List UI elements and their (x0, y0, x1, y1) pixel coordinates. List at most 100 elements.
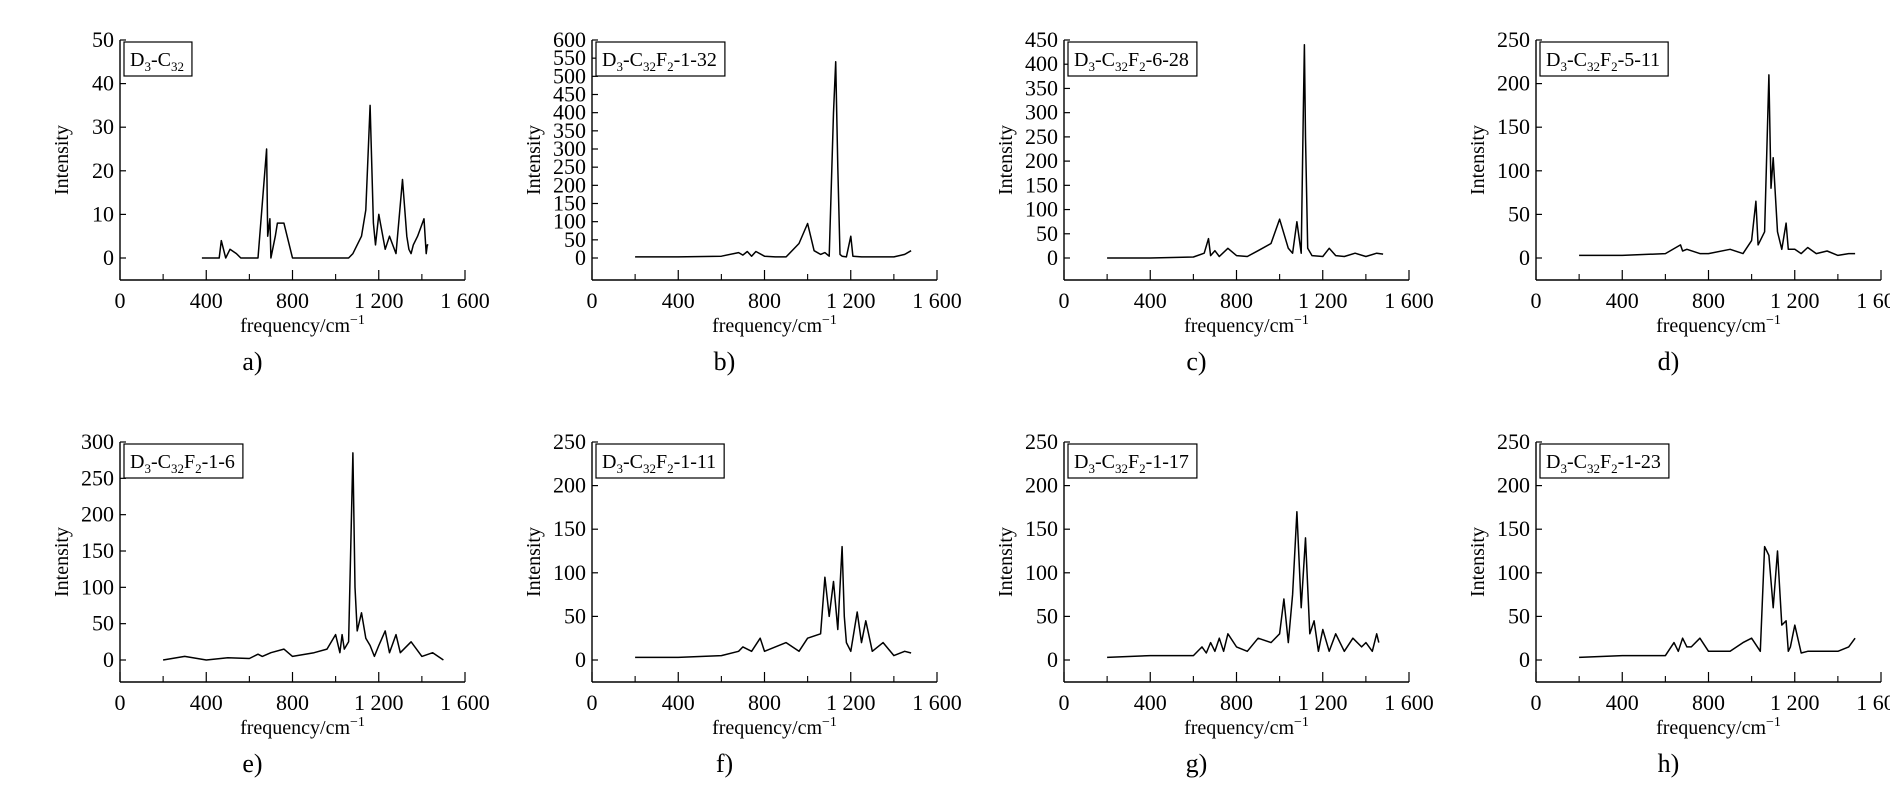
y-tick-label: 150 (553, 191, 586, 216)
spectrum-line (1107, 44, 1384, 259)
legend-part: -1-6 (202, 451, 235, 473)
legend-label: D3-C32 (130, 49, 184, 74)
legend-part: 2 (1611, 59, 1618, 74)
legend-part: 2 (1139, 461, 1146, 476)
x-axis-title-sup: −1 (350, 313, 365, 328)
legend-part: 3 (1560, 461, 1567, 476)
y-tick-label: 350 (1025, 75, 1058, 100)
y-axis-title: Intensity (51, 125, 73, 195)
legend-box (595, 41, 726, 77)
y-tick-label: 100 (1497, 158, 1530, 183)
x-tick-label: 1 200 (826, 690, 876, 715)
panel-caption: d) (1658, 347, 1680, 376)
x-axis-title-sup: −1 (1294, 715, 1309, 730)
legend-part: D (602, 451, 616, 473)
spectrum-line (1107, 511, 1380, 659)
chart-panel-c: 0 50 100 150 200 250 300 350 400 450 0 400 800 1 200 1… (944, 0, 1434, 400)
legend-box (123, 41, 193, 77)
chart-panel-h: 0 50 100 150 200 250 0 400 800 1 200 1 600 Intensit… (1416, 402, 1890, 802)
legend-box (1539, 41, 1669, 77)
y-axis-title: Intensity (995, 527, 1017, 597)
y-axis-title: Intensity (1467, 527, 1489, 597)
x-axis-title-main: frequency/cm (1184, 717, 1294, 739)
spectrum-line (1579, 545, 1856, 659)
x-tick-label: 1 600 (1856, 288, 1890, 313)
legend-part: 32 (1587, 59, 1600, 74)
chart-panel-e: 0 50 100 150 200 250 300 0 400 800 1 200 1 600 Inten… (0, 402, 490, 802)
y-tick-label: 250 (1025, 124, 1058, 149)
x-tick-label: 800 (276, 690, 309, 715)
y-tick-label: 100 (1025, 197, 1058, 222)
x-tick-label: 800 (748, 288, 781, 313)
y-tick-label: 30 (92, 114, 114, 139)
x-tick-label: 1 200 (354, 690, 404, 715)
panel-caption: g) (1186, 749, 1208, 778)
legend-part: -C (1567, 49, 1587, 71)
x-axis-title-sup: −1 (1766, 715, 1781, 730)
y-tick-label: 350 (553, 118, 586, 143)
y-tick-label: 0 (1047, 245, 1058, 270)
x-tick-label: 1 200 (1770, 690, 1820, 715)
y-tick-label: 0 (575, 647, 586, 672)
legend-part: F (1600, 49, 1611, 71)
legend-part: 32 (1115, 461, 1128, 476)
legend-label: D3-C32F2-1-32 (602, 49, 717, 74)
legend-part: -C (623, 49, 643, 71)
panel-caption: e) (242, 749, 262, 778)
x-tick-label: 1 600 (440, 690, 490, 715)
x-tick-label: 800 (1692, 288, 1725, 313)
x-tick-label: 400 (1606, 288, 1639, 313)
legend-box (1067, 443, 1198, 479)
x-axis-title-sup: −1 (822, 715, 837, 730)
x-tick-label: 1 600 (912, 288, 962, 313)
legend-part: 2 (1611, 461, 1618, 476)
x-axis-title: frequency/cm−1 (712, 715, 837, 739)
y-tick-label: 0 (575, 245, 586, 270)
x-axis-title: frequency/cm−1 (240, 715, 365, 739)
x-tick-label: 0 (587, 288, 598, 313)
y-tick-label: 300 (81, 429, 114, 454)
legend-part: -C (1095, 451, 1115, 473)
legend-part: D (130, 451, 144, 473)
legend-part: F (184, 451, 195, 473)
chart-panel-b: 0 50 100 150 200 250 300 350 400 450 500 550 600 0 400… (472, 0, 962, 400)
y-tick-label: 50 (1036, 221, 1058, 246)
legend-part: 32 (171, 59, 184, 74)
x-axis-title-main: frequency/cm (240, 315, 350, 337)
legend-label: D3-C32F2-1-17 (1074, 451, 1189, 476)
x-tick-label: 0 (1059, 690, 1070, 715)
y-tick-label: 50 (92, 27, 114, 52)
x-tick-label: 400 (1134, 690, 1167, 715)
y-tick-label: 200 (1497, 473, 1530, 498)
legend-part: F (1600, 451, 1611, 473)
panel-caption: b) (714, 347, 736, 376)
x-tick-label: 400 (662, 690, 695, 715)
x-tick-label: 800 (1220, 288, 1253, 313)
spectrum-line (635, 545, 912, 659)
legend-part: 2 (195, 461, 202, 476)
x-axis-title-sup: −1 (350, 715, 365, 730)
spectrum-line (1579, 74, 1856, 257)
legend-part: D (130, 49, 144, 71)
x-tick-label: 800 (1692, 690, 1725, 715)
x-tick-label: 400 (190, 288, 223, 313)
y-axis-title: Intensity (1467, 125, 1489, 195)
y-tick-label: 50 (1508, 603, 1530, 628)
x-tick-label: 0 (1059, 288, 1070, 313)
y-tick-label: 40 (92, 71, 114, 96)
legend-part: -C (1095, 49, 1115, 71)
y-tick-label: 20 (92, 158, 114, 183)
x-tick-label: 1 200 (826, 288, 876, 313)
legend-part: 3 (1560, 59, 1567, 74)
legend-part: F (1128, 451, 1139, 473)
legend-part: D (602, 49, 616, 71)
legend-part: -C (151, 451, 171, 473)
y-tick-label: 550 (553, 45, 586, 70)
y-tick-label: 100 (81, 574, 114, 599)
legend-label: D3-C32F2-5-11 (1546, 49, 1660, 74)
y-tick-label: 50 (92, 611, 114, 636)
legend-part: 3 (144, 461, 151, 476)
y-tick-label: 0 (1519, 647, 1530, 672)
x-axis-title: frequency/cm−1 (1184, 313, 1309, 337)
